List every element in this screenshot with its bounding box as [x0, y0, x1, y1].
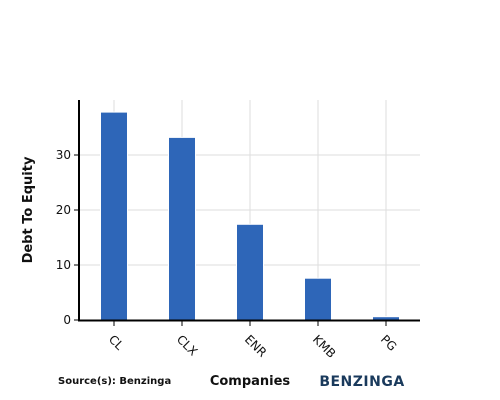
y-tick-label: 30: [56, 148, 71, 162]
y-axis-title: Debt To Equity: [21, 156, 36, 263]
x-tick-label: CL: [106, 332, 127, 353]
bar-enr: [236, 223, 264, 321]
y-tick-label: 20: [56, 203, 71, 217]
x-axis-title: Companies: [210, 374, 291, 389]
bar-kmb: [304, 277, 332, 321]
bar-clx: [168, 136, 196, 321]
y-tick-label: 0: [63, 313, 71, 327]
x-ticks: CL CLX ENR KMB PG: [106, 321, 400, 361]
source-note: Source(s): Benzinga: [58, 376, 171, 387]
bars: [100, 111, 400, 321]
bar-cl: [100, 111, 128, 321]
x-tick-label: CLX: [174, 332, 200, 358]
y-tick-label: 10: [56, 258, 71, 272]
x-tick-label: PG: [378, 332, 400, 354]
benzinga-logo: BENZINGA: [319, 374, 404, 390]
x-tick-label: KMB: [310, 332, 339, 361]
y-ticks: 0 10 20 30: [56, 148, 79, 327]
x-tick-label: ENR: [242, 332, 270, 360]
